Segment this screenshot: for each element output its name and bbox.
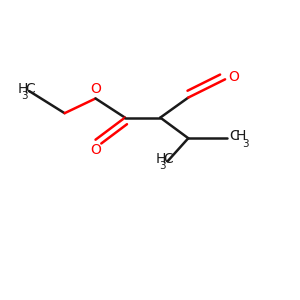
Text: H: H bbox=[156, 152, 166, 166]
Text: O: O bbox=[90, 142, 101, 157]
Text: 3: 3 bbox=[160, 161, 166, 172]
Text: 3: 3 bbox=[242, 139, 248, 148]
Text: H: H bbox=[236, 129, 246, 143]
Text: H: H bbox=[17, 82, 28, 96]
Text: C: C bbox=[163, 152, 173, 166]
Text: O: O bbox=[228, 70, 239, 84]
Text: O: O bbox=[90, 82, 101, 95]
Text: C: C bbox=[25, 82, 34, 96]
Text: C: C bbox=[230, 129, 239, 143]
Text: 3: 3 bbox=[21, 92, 28, 101]
